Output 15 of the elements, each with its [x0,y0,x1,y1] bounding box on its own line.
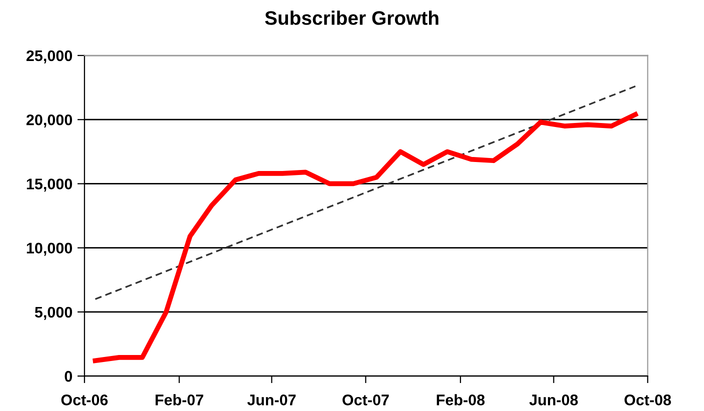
chart-title: Subscriber Growth [265,10,438,25]
y-tick-label: 20,000 [26,114,72,128]
x-tick-label: Jun-07 [247,394,296,406]
y-tick-label: 5,000 [34,306,72,320]
x-tick-label: Oct-07 [342,394,389,406]
y-tick-label: 0 [64,370,72,382]
y-tick-label: 15,000 [26,178,72,192]
x-tick-label: Oct-06 [61,394,108,406]
line-series [92,112,638,364]
x-tick-label: Feb-07 [156,394,204,406]
x-tick-label: Oct-08 [624,394,671,406]
y-tick-label: 25,000 [26,50,72,64]
y-tick-label: 10,000 [26,242,72,256]
x-tick-label: Feb-08 [436,394,485,406]
x-tick-label: Jun-08 [529,394,578,406]
